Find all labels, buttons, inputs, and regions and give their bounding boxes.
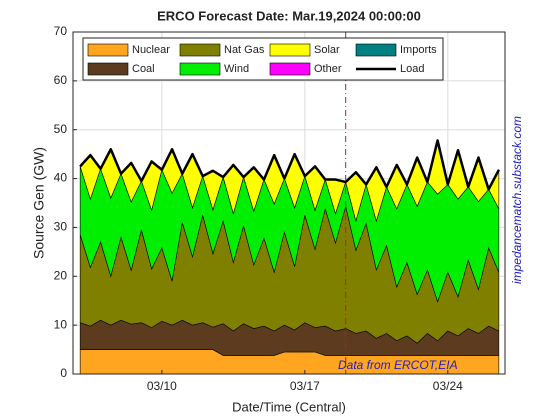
x-tick-label: 03/17 [290, 379, 320, 393]
legend-label: Load [400, 63, 424, 75]
x-tick-label: 03/10 [147, 379, 177, 393]
plot-frame [72, 31, 506, 375]
legend-label: Wind [224, 63, 249, 75]
legend-label: Other [314, 63, 342, 75]
x-tick-label: 03/24 [433, 379, 463, 393]
y-tick-label: 50 [54, 122, 68, 136]
legend-swatch [269, 43, 311, 57]
y-tick-label: 70 [54, 24, 68, 38]
y-tick-label: 30 [54, 220, 68, 234]
legend-label: Imports [400, 44, 437, 56]
legend-swatch [87, 62, 129, 76]
legend-swatch [87, 43, 129, 57]
y-tick-label: 10 [54, 317, 68, 331]
y-tick-label: 20 [54, 268, 68, 282]
chart-title: ERCO Forecast Date: Mar.19,2024 00:00:00 [157, 8, 421, 23]
legend-swatch [179, 62, 221, 76]
legend-label: Coal [132, 63, 155, 75]
annotation: Data from ERCOT,EIA [338, 358, 458, 372]
legend-label: Nat Gas [224, 44, 265, 56]
legend-label: Solar [314, 44, 340, 56]
legend-swatch [269, 62, 311, 76]
y-axis-label: Source Gen (GW) [31, 147, 47, 259]
y-tick-label: 0 [60, 366, 67, 380]
legend-label: Nuclear [132, 44, 170, 56]
x-axis-label: Date/Time (Central) [232, 399, 346, 414]
legend-swatch [179, 43, 221, 57]
annotation: impedancematch.substack.com [510, 116, 524, 284]
y-tick-label: 60 [54, 73, 68, 87]
legend-swatch [355, 43, 397, 57]
y-tick-label: 40 [54, 171, 68, 185]
load-line [79, 139, 500, 191]
